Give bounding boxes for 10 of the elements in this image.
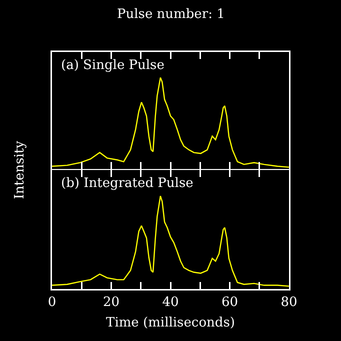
text: Pulse number: 1 (117, 7, 225, 22)
x-axis-title: Time (milliseconds) (106, 315, 235, 330)
x-tick-label: 60 (221, 295, 238, 310)
x-tick-label: 0 (48, 295, 56, 310)
chart-title: (a) Single Pulse (61, 58, 165, 73)
x-tick-label: 40 (162, 295, 179, 310)
chart-title: (b) Integrated Pulse (61, 176, 194, 191)
x-tick-label: 20 (102, 295, 120, 310)
y-axis-title: Intensity (12, 140, 28, 200)
x-tick-label: 80 (280, 295, 298, 310)
